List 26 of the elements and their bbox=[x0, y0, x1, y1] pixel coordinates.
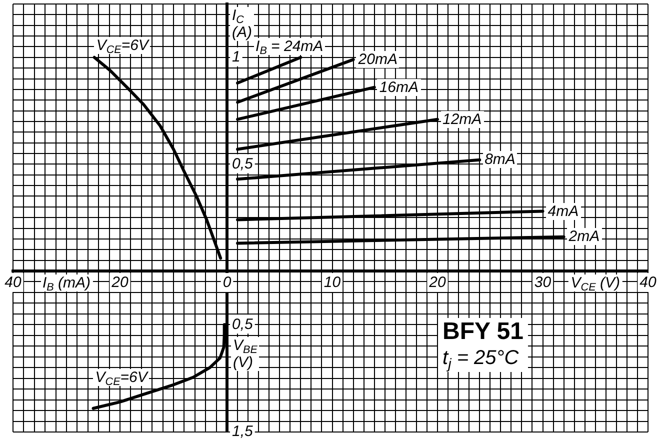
annotation: BFY 51 bbox=[442, 318, 524, 345]
x-tick-label: 10 bbox=[324, 274, 342, 292]
y-tick-label: 1,5 bbox=[232, 423, 254, 440]
series-label: 16mA bbox=[377, 78, 421, 96]
x-axis-title: I$_{B}$ (mA) bbox=[40, 274, 93, 294]
series-label: V$_{CE}$=6V bbox=[93, 369, 150, 389]
y-tick-label: 0,5 bbox=[232, 316, 254, 333]
y-tick-label: 1 bbox=[232, 48, 240, 66]
x-tick-label: 20 bbox=[428, 274, 446, 292]
x-tick-label: 0 bbox=[222, 274, 232, 292]
series-label: I$_{B}$ = 24mA bbox=[254, 38, 326, 58]
x-tick-label: 40 bbox=[640, 274, 657, 292]
x-tick-label: 30 bbox=[534, 274, 552, 292]
x-tick-label: 20 bbox=[110, 274, 129, 292]
series-label: 20mA bbox=[356, 51, 400, 68]
series-label: 2mA bbox=[566, 228, 602, 246]
series-label: V$_{CE}$=6V bbox=[94, 37, 150, 57]
series-label: 12mA bbox=[440, 110, 484, 128]
x-tick-label: 40 bbox=[4, 274, 22, 292]
annotation: t$_{j}$ = 25°C bbox=[442, 346, 520, 372]
y-axis-title: I$_{C}$ (A) bbox=[230, 7, 254, 41]
y-tick-label: 0,5 bbox=[232, 155, 254, 172]
series-label: 8mA bbox=[482, 151, 518, 168]
x-axis-title: V$_{CE}$ (V) bbox=[568, 274, 622, 294]
series-label: 4mA bbox=[546, 202, 581, 220]
y-axis-title: V$_{BE}$ (V) bbox=[231, 336, 260, 371]
